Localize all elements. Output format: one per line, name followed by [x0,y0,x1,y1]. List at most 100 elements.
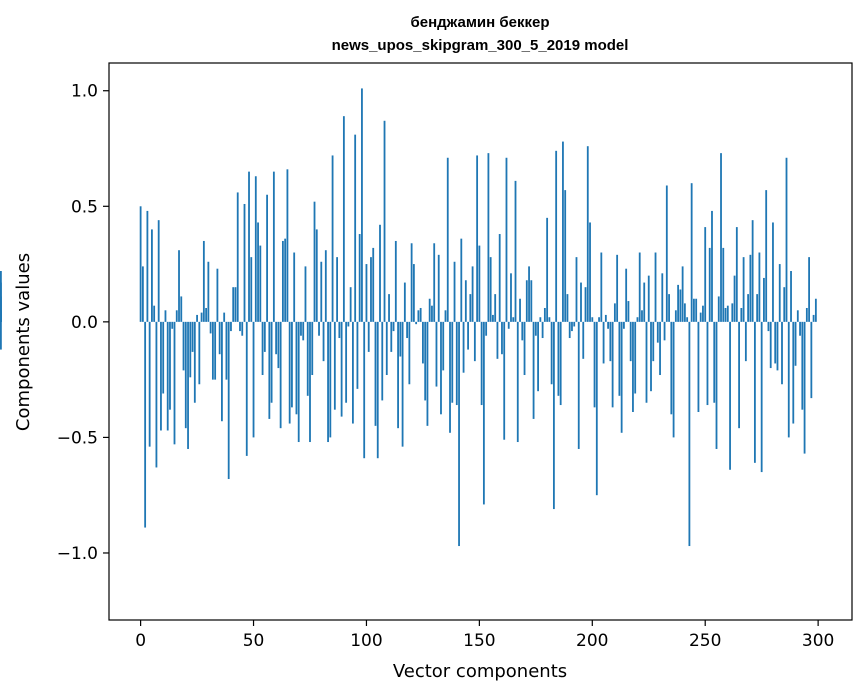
bar [629,321,632,362]
bar [318,321,320,336]
bar [187,321,189,449]
bar [503,321,506,440]
bar [446,157,449,322]
bar [435,321,438,387]
bar [690,183,693,322]
bar [473,321,476,362]
bar [153,305,156,322]
x-tick-label: 200 [576,631,608,651]
y-tick-label: −1.0 [57,544,98,564]
bar [293,252,296,322]
bar [749,254,752,322]
bar [478,245,481,322]
bar [437,254,440,322]
bar [794,321,797,366]
bar [160,321,162,431]
bar [557,321,560,396]
bar [663,321,666,341]
bar [787,321,790,438]
bar [306,321,309,396]
bar [399,321,402,357]
bar [216,268,219,322]
bar [742,257,745,322]
bar [702,305,704,322]
chart-title-line1: бенджамин беккер [410,14,549,31]
bar [345,321,348,403]
bar [336,257,338,322]
bar [695,298,698,322]
bar [643,282,646,322]
bar [268,321,271,419]
bar [672,321,675,438]
bar [169,321,171,410]
bar [611,321,614,408]
bar [568,321,571,339]
bar [320,261,323,322]
bar [184,321,187,429]
bar [245,321,248,456]
bar [796,310,799,322]
y-tick-label: 1.0 [71,82,98,102]
bar [304,266,307,322]
bar [618,321,621,396]
bar [584,287,587,322]
bar [541,321,544,339]
bar [313,201,316,322]
bar [162,321,165,394]
bar [785,157,788,322]
bar [211,321,214,380]
bar [139,206,142,322]
bar [552,321,555,510]
x-axis: 0 50 100 150 200 250 300 [135,620,834,651]
bar [327,321,329,443]
bar [681,266,684,322]
bar [735,227,738,322]
bar [218,321,221,355]
bar [227,321,230,480]
bar [424,321,427,401]
bar [668,294,670,322]
bar [349,287,352,322]
bar [571,321,573,332]
bar [532,321,535,419]
bar [485,321,488,336]
bar [460,238,463,322]
bar [406,321,409,339]
bar [433,243,436,322]
bar [225,321,228,380]
bar [322,321,325,362]
bar [198,321,201,385]
bar [410,243,413,322]
bar [677,284,680,322]
bar [342,116,345,322]
bar [0,271,2,322]
bar [422,321,424,364]
bar [512,317,515,322]
bar [361,88,363,322]
bar [769,321,772,369]
bar [385,321,388,376]
bar [146,210,149,322]
bar [641,310,643,322]
bar [573,321,576,327]
bar [295,321,298,415]
bar [223,312,226,322]
bar [654,252,657,322]
bar [257,222,259,322]
bar [252,321,255,438]
bar [595,321,598,496]
bar [688,321,691,547]
bar [774,321,777,364]
bar [333,321,336,410]
bar [241,321,244,336]
bar [467,321,469,350]
bar [196,314,198,322]
bar [455,321,458,406]
bar [722,247,725,322]
bar [751,220,754,322]
bar [464,280,467,322]
bar [582,321,585,359]
x-tick-label: 50 [243,631,265,651]
bar [189,321,192,378]
x-tick-label: 250 [689,631,721,651]
